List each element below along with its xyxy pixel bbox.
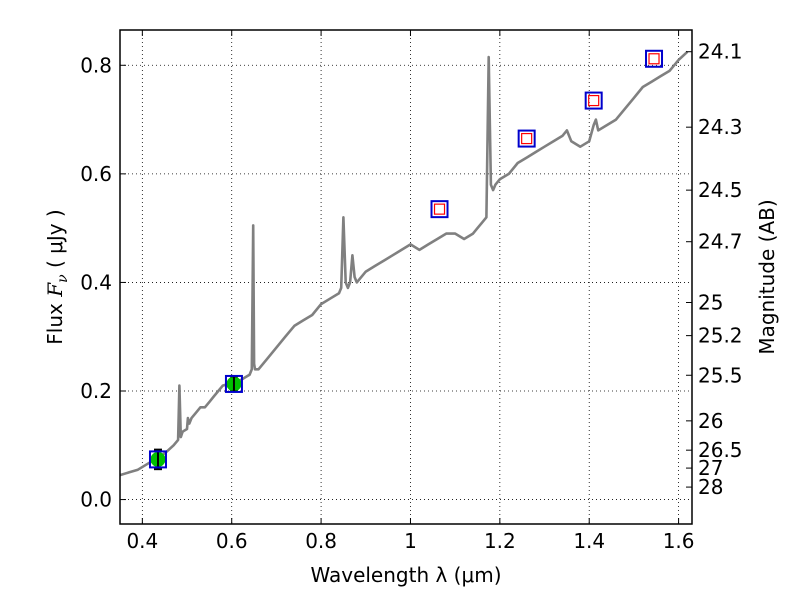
ticks (120, 30, 692, 524)
y-tick-label: 0.0 (80, 488, 112, 512)
y2-tick-label: 26.5 (698, 438, 743, 462)
markers (148, 49, 664, 471)
y2-tick-label: 27 (698, 456, 723, 480)
plot-frame (119, 29, 693, 525)
y2-tick-label: 25 (698, 291, 723, 315)
y2-tick-label: 28 (698, 475, 723, 499)
y-axis-label-prefix: Flux (43, 297, 67, 345)
x-tick-label: 1.2 (484, 529, 516, 553)
y2-tick-label: 24.5 (698, 178, 743, 202)
y-axis-label-unit: ( μJy ) (43, 209, 67, 274)
model-point (584, 91, 603, 110)
grid (120, 30, 692, 524)
x-axis-label: Wavelength λ (μm) (310, 563, 501, 587)
x-tick-label: 0.6 (216, 529, 248, 553)
model-point (517, 129, 536, 148)
y-tick-label: 0.8 (80, 53, 112, 77)
x-tick-label: 0.4 (126, 529, 158, 553)
y-tick-label: 0.2 (80, 379, 112, 403)
model-point (224, 374, 243, 393)
y2-tick-label: 26 (698, 409, 723, 433)
y2-tick-label: 24.3 (698, 115, 743, 139)
y-axis-label-subscript: ν (55, 274, 71, 283)
y-tick-label: 0.4 (80, 270, 112, 294)
y-axis-label: Flux Fν ( μJy ) (43, 209, 71, 344)
y2-tick-label: 24.1 (698, 40, 743, 64)
y2-tick-label: 25.2 (698, 324, 743, 348)
model-point (645, 49, 664, 68)
model-point (648, 53, 660, 65)
y-axis-label-symbol: F (43, 282, 67, 298)
model-point (588, 94, 600, 107)
y-tick-labels: 0.0 0.2 0.4 0.6 0.8 (80, 53, 112, 511)
x-tick-label: 0.8 (305, 529, 337, 553)
data-series (119, 50, 689, 477)
model-point (433, 203, 446, 215)
x-tick-labels: 0.4 0.6 0.8 1 1.2 1.4 1.6 (126, 529, 694, 553)
model-point (148, 450, 167, 469)
x-tick-label: 1.6 (663, 529, 695, 553)
model-point (430, 200, 449, 219)
x-tick-label: 1.4 (573, 529, 605, 553)
y-tick-label: 0.6 (80, 162, 112, 186)
y2-axis-label: Magnitude (AB) (755, 199, 779, 354)
model-point (521, 132, 533, 145)
x-tick-label: 1 (404, 529, 417, 553)
y2-tick-label: 25.5 (698, 363, 743, 387)
y2-tick-label: 24.7 (698, 230, 743, 254)
spectrum-line (119, 50, 689, 477)
